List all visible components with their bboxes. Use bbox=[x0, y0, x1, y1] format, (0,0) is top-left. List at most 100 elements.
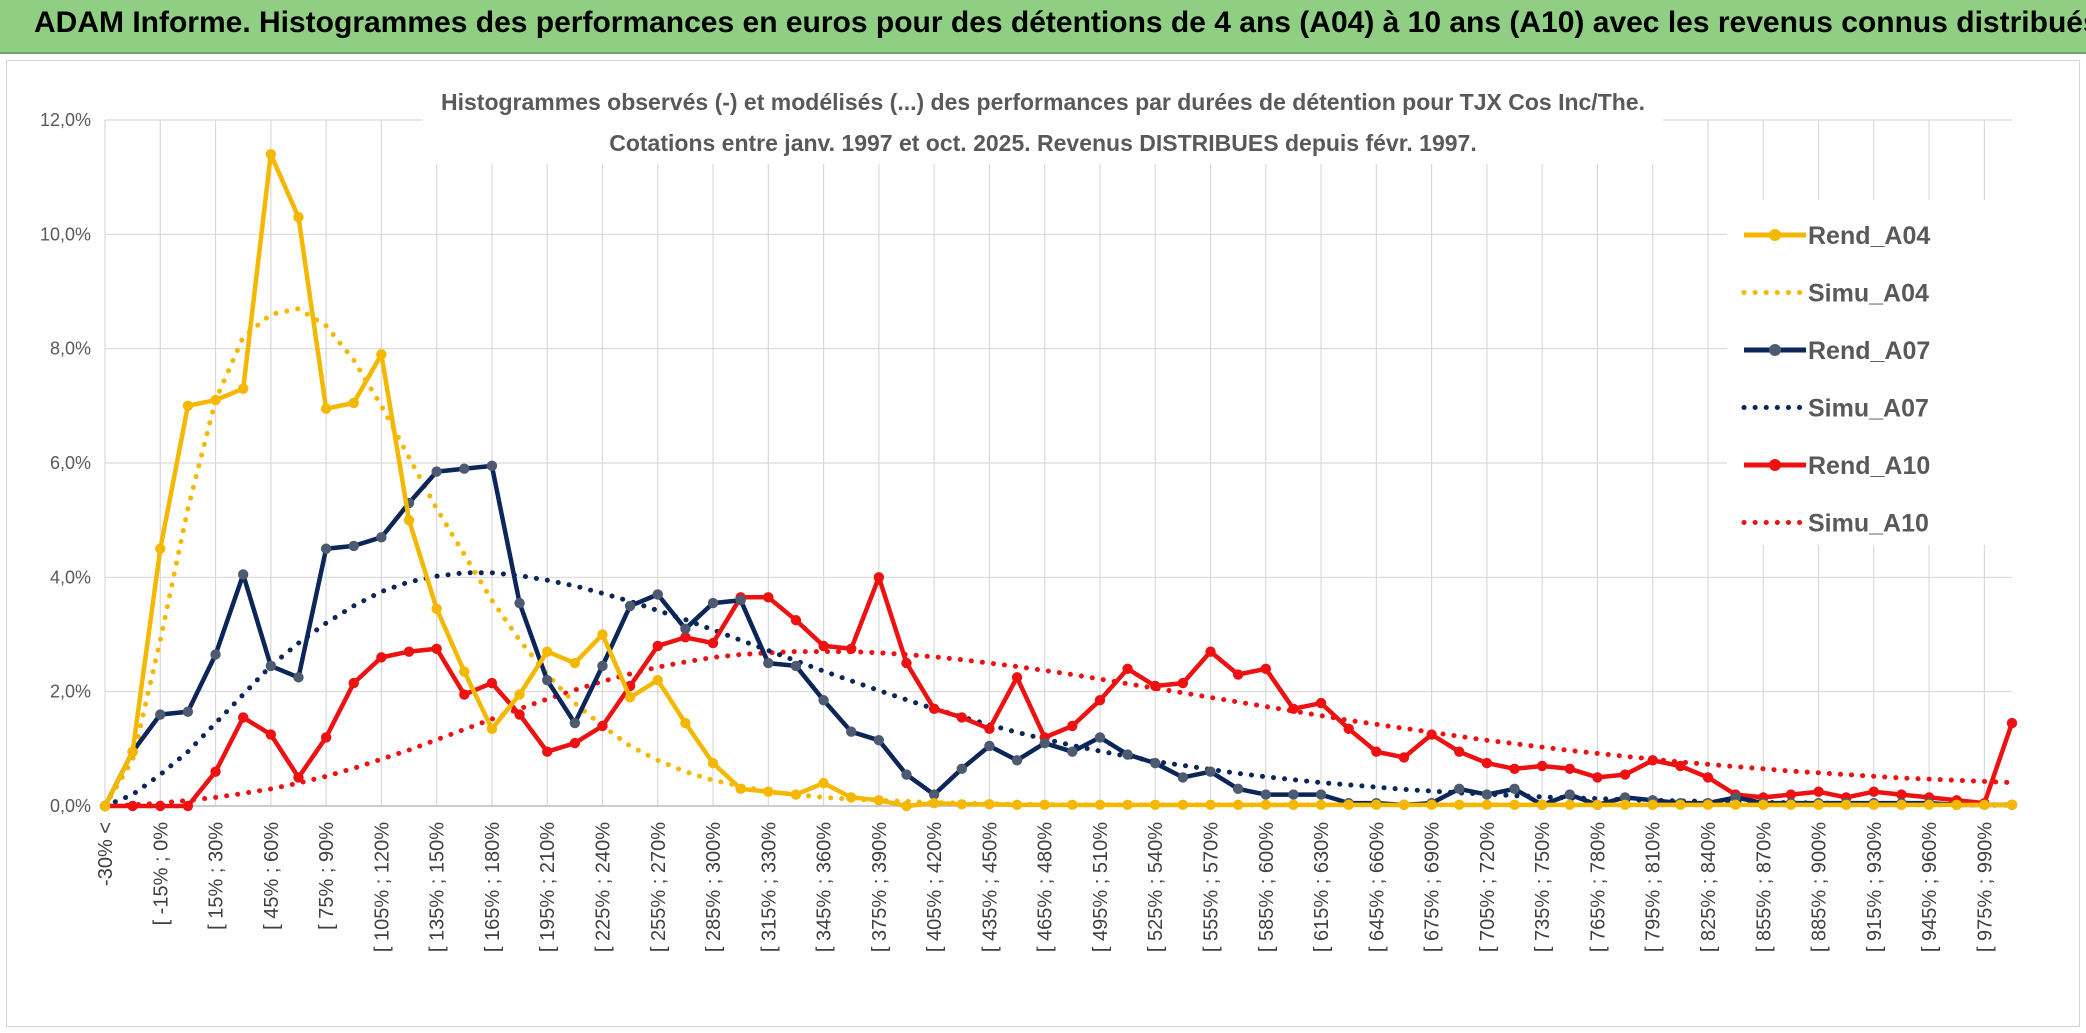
data-point bbox=[1896, 799, 1907, 811]
data-point bbox=[569, 657, 581, 669]
x-tick-label: [ 885% ; 900% bbox=[1809, 822, 1831, 952]
data-point bbox=[1260, 789, 1271, 800]
x-tick-label: [ 375% ; 390% bbox=[869, 822, 891, 952]
data-point bbox=[1509, 763, 1520, 775]
series-line bbox=[102, 649, 2015, 809]
x-tick-label: [ 705% ; 720% bbox=[1477, 822, 1499, 952]
legend: Rend_A04 Simu_A04 Rend_A07 Simu_A07 Rend_A10… bbox=[1727, 200, 2012, 545]
data-point bbox=[873, 572, 885, 583]
data-series bbox=[99, 149, 2018, 812]
data-point bbox=[1868, 786, 1880, 797]
legend-marker bbox=[1769, 344, 1781, 356]
x-tick-label: [ 405% ; 420% bbox=[924, 822, 946, 952]
report-title: ADAM Informe. Histogrammes des performan… bbox=[34, 6, 2086, 39]
data-point bbox=[182, 800, 194, 812]
data-point bbox=[1564, 799, 1575, 811]
series-line bbox=[102, 463, 2012, 808]
data-point bbox=[486, 677, 498, 689]
data-point bbox=[1232, 783, 1244, 795]
data-point bbox=[1011, 755, 1023, 766]
data-point bbox=[763, 657, 774, 669]
data-point bbox=[1481, 757, 1493, 769]
data-point bbox=[1067, 799, 1078, 811]
x-tick-label: [ 15% ; 30% bbox=[206, 822, 228, 930]
data-point bbox=[1343, 799, 1354, 811]
data-point bbox=[155, 543, 166, 554]
x-tick-label: [ -15% ; 0% bbox=[150, 822, 172, 926]
subtitle-background bbox=[423, 82, 1663, 164]
series-rend-a04 bbox=[99, 149, 2018, 812]
x-tick-label: [ 765% ; 780% bbox=[1587, 822, 1609, 952]
data-point bbox=[1177, 772, 1189, 783]
x-tick-label: [ 105% ; 120% bbox=[371, 822, 393, 952]
data-point bbox=[984, 723, 995, 735]
x-tick-label: [ 795% ; 810% bbox=[1643, 822, 1665, 952]
data-point bbox=[1509, 799, 1520, 811]
data-point bbox=[1039, 737, 1050, 749]
data-point bbox=[1315, 799, 1327, 811]
data-point bbox=[707, 597, 719, 609]
data-point bbox=[459, 463, 470, 474]
data-point bbox=[707, 637, 719, 649]
data-point bbox=[597, 720, 608, 732]
data-point bbox=[1702, 772, 1714, 783]
data-point bbox=[403, 646, 415, 657]
legend-item: Rend_A07 bbox=[1744, 337, 1930, 365]
legend-label: Simu_A07 bbox=[1808, 395, 1929, 423]
series-line bbox=[105, 575, 2015, 809]
legend-label: Simu_A04 bbox=[1808, 280, 1929, 308]
data-point bbox=[1675, 799, 1686, 811]
x-tick-label: [ 615% ; 630% bbox=[1311, 822, 1333, 952]
data-point bbox=[1177, 799, 1189, 811]
x-tick-label: [ 225% ; 240% bbox=[592, 822, 614, 952]
data-point bbox=[1592, 772, 1603, 783]
data-point bbox=[1094, 732, 1106, 743]
series-simu-a07 bbox=[102, 570, 2015, 809]
data-point bbox=[1398, 799, 1410, 811]
legend-label: Rend_A07 bbox=[1808, 337, 1930, 365]
y-tick-label: 10,0% bbox=[40, 224, 91, 244]
data-point bbox=[1481, 789, 1493, 800]
x-axis-ticks: -30% < [ -15% ; 0% [ 15% ; 30% [ 45% ; 60% [… bbox=[95, 822, 1996, 952]
data-point bbox=[1371, 746, 1382, 757]
data-point bbox=[1426, 799, 1437, 811]
data-point bbox=[901, 769, 912, 780]
legend-item: Simu_A07 bbox=[1741, 395, 1929, 423]
data-point bbox=[1232, 669, 1244, 680]
data-point bbox=[569, 717, 581, 729]
legend-item: Rend_A10 bbox=[1744, 452, 1930, 480]
data-point bbox=[1398, 752, 1410, 763]
y-tick-label: 2,0% bbox=[50, 682, 91, 702]
x-tick-label: [ 495% ; 510% bbox=[1090, 822, 1112, 952]
data-point bbox=[846, 792, 857, 803]
data-point bbox=[1454, 799, 1465, 811]
legend-item: Simu_A10 bbox=[1741, 510, 1929, 538]
y-tick-label: 6,0% bbox=[50, 453, 91, 473]
data-point bbox=[790, 615, 802, 626]
data-point bbox=[265, 729, 277, 740]
data-point bbox=[735, 595, 746, 606]
data-point bbox=[1647, 799, 1658, 811]
data-point bbox=[182, 400, 194, 412]
data-point bbox=[293, 211, 304, 223]
data-point bbox=[486, 723, 498, 735]
data-point bbox=[1260, 663, 1271, 674]
data-point bbox=[818, 640, 829, 652]
data-point bbox=[1205, 646, 1216, 657]
data-point bbox=[542, 675, 553, 686]
data-point bbox=[763, 786, 774, 797]
data-point bbox=[1896, 789, 1907, 800]
data-point bbox=[237, 569, 249, 580]
data-point bbox=[597, 629, 608, 640]
data-point bbox=[735, 783, 746, 795]
x-tick-label: -30% < bbox=[95, 822, 117, 886]
data-point bbox=[542, 746, 553, 757]
legend-background bbox=[1727, 200, 2012, 545]
data-point bbox=[1564, 763, 1575, 775]
report-banner: ADAM Informe. Histogrammes des performan… bbox=[0, 0, 2086, 54]
data-point bbox=[1067, 720, 1078, 732]
data-point bbox=[818, 777, 829, 789]
data-point bbox=[1702, 799, 1714, 811]
data-point bbox=[680, 623, 691, 634]
data-point bbox=[624, 692, 636, 703]
